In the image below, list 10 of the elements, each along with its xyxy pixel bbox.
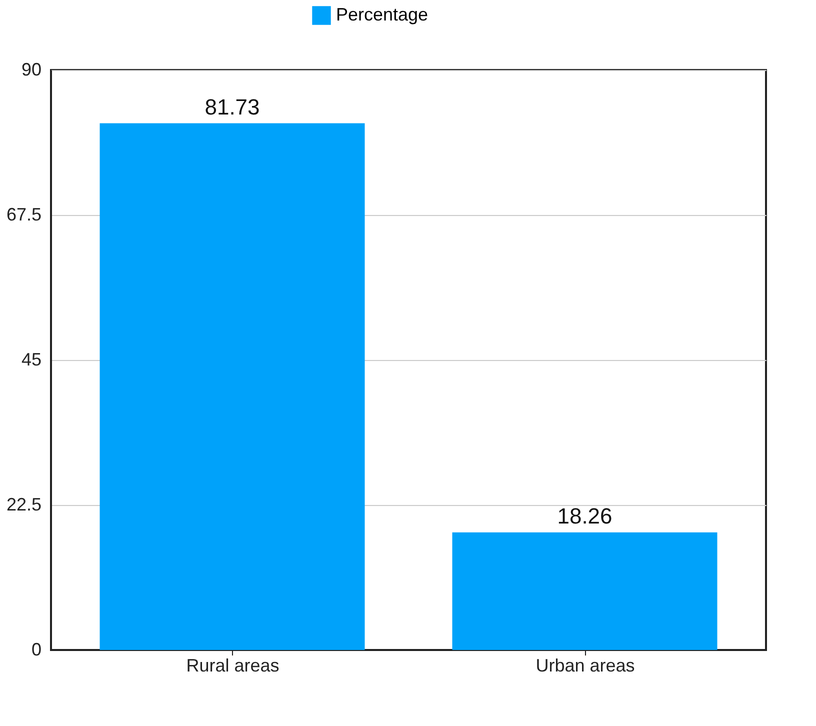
y-tick-label: 0 xyxy=(31,640,42,660)
y-tick-label: 67.5 xyxy=(6,204,42,224)
data-label: 18.26 xyxy=(557,503,612,528)
x-tick-label: Urban areas xyxy=(536,656,635,676)
legend-label: Percentage xyxy=(336,4,428,24)
y-tick-label: 90 xyxy=(21,60,42,80)
x-tick-label: Rural areas xyxy=(186,656,280,676)
data-label: 81.73 xyxy=(204,94,260,120)
y-tick-label: 45 xyxy=(21,350,42,370)
y-tick-label: 22.5 xyxy=(6,494,42,514)
